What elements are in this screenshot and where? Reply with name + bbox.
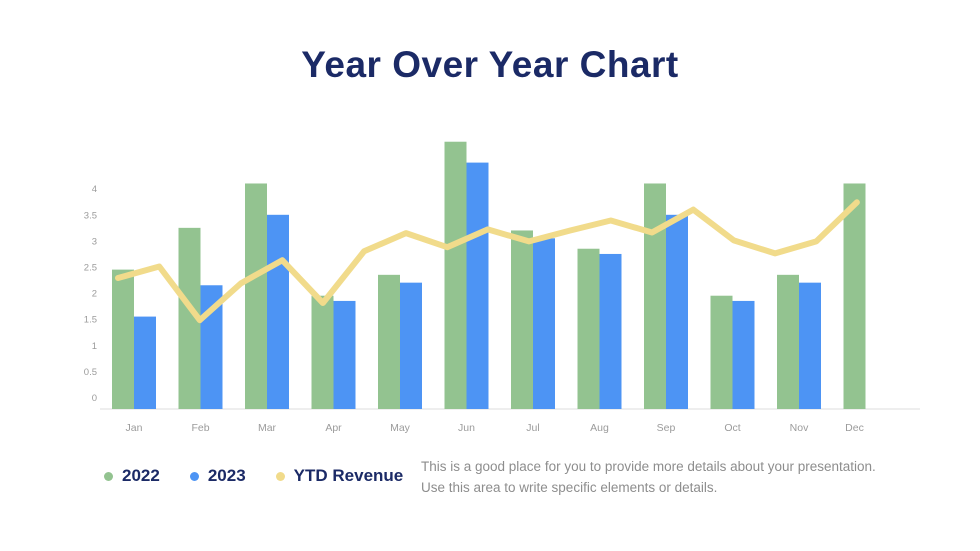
legend-item-ytd-revenue: YTD Revenue bbox=[275, 466, 404, 486]
y-axis-label-3: 3 bbox=[92, 236, 97, 247]
x-axis-label-jul: Jul bbox=[526, 422, 539, 434]
x-axis-label-aug: Aug bbox=[590, 422, 609, 434]
bar-2022-jun bbox=[444, 141, 467, 409]
bar-2023-may bbox=[400, 282, 422, 409]
y-axis-label-1.5: 1.5 bbox=[84, 315, 97, 326]
bar-2023-jan bbox=[134, 316, 156, 409]
legend-label-2022: 2022 bbox=[122, 466, 160, 485]
description-text: This is a good place for you to provide … bbox=[421, 457, 921, 498]
x-axis-label-sep: Sep bbox=[657, 422, 676, 434]
bar-2023-aug bbox=[599, 253, 622, 409]
description-line-2: Use this area to write specific elements… bbox=[421, 479, 718, 495]
x-axis-label-mar: Mar bbox=[258, 422, 277, 434]
y-axis-label-1: 1 bbox=[92, 341, 97, 352]
bar-2022-dec bbox=[843, 183, 866, 409]
x-axis-label-nov: Nov bbox=[790, 422, 809, 434]
bar-2023-oct bbox=[732, 300, 755, 409]
y-axis-label-3.5: 3.5 bbox=[84, 210, 97, 221]
bar-2022-nov bbox=[777, 274, 799, 409]
bar-2022-aug bbox=[577, 248, 600, 409]
legend-item-2023: 2023 bbox=[189, 466, 246, 486]
bar-2023-jul bbox=[533, 238, 555, 409]
bar-2022-mar bbox=[245, 183, 267, 409]
x-axis-label-oct: Oct bbox=[724, 422, 740, 434]
x-axis-label-may: May bbox=[390, 422, 411, 434]
chart-legend: 2022 2023 YTD Revenue bbox=[104, 466, 403, 486]
description-line-1: This is a good place for you to provide … bbox=[421, 459, 876, 474]
y-axis-label-4: 4 bbox=[92, 184, 97, 195]
bar-2022-feb bbox=[178, 227, 201, 409]
bar-2023-mar bbox=[267, 214, 289, 409]
x-axis-label-feb: Feb bbox=[191, 422, 209, 434]
legend-dot-2022-icon bbox=[104, 471, 113, 481]
legend-label-ytd-revenue: YTD Revenue bbox=[293, 466, 404, 485]
bar-2022-sep bbox=[644, 183, 666, 409]
y-axis-label-0: 0 bbox=[92, 393, 97, 404]
x-axis-label-jan: Jan bbox=[126, 422, 143, 434]
bar-2022-oct bbox=[710, 295, 733, 409]
legend-dot-ytd-revenue-icon bbox=[275, 471, 285, 481]
page-title: Year Over Year Chart bbox=[301, 44, 679, 85]
bar-2022-jan bbox=[112, 269, 134, 409]
bar-2023-sep bbox=[666, 214, 688, 409]
bar-2022-may bbox=[378, 274, 400, 409]
y-axis-label-2: 2 bbox=[92, 289, 97, 300]
legend-dot-2023-icon bbox=[189, 471, 199, 481]
bar-2023-nov bbox=[799, 282, 821, 409]
legend-item-2022: 2022 bbox=[104, 466, 160, 486]
x-axis-label-apr: Apr bbox=[325, 422, 342, 434]
bar-2023-apr bbox=[333, 300, 356, 409]
legend-label-2023: 2023 bbox=[207, 466, 246, 485]
bar-2023-jun bbox=[466, 162, 489, 409]
bar-2022-jul bbox=[511, 230, 533, 409]
ytd-revenue-line bbox=[115, 199, 860, 324]
y-axis-label-2.5: 2.5 bbox=[84, 263, 97, 274]
bar-2022-apr bbox=[311, 295, 334, 409]
x-axis-label-dec: Dec bbox=[845, 422, 864, 434]
y-axis-label-0.5: 0.5 bbox=[84, 367, 97, 378]
x-axis-label-jun: Jun bbox=[458, 422, 475, 434]
